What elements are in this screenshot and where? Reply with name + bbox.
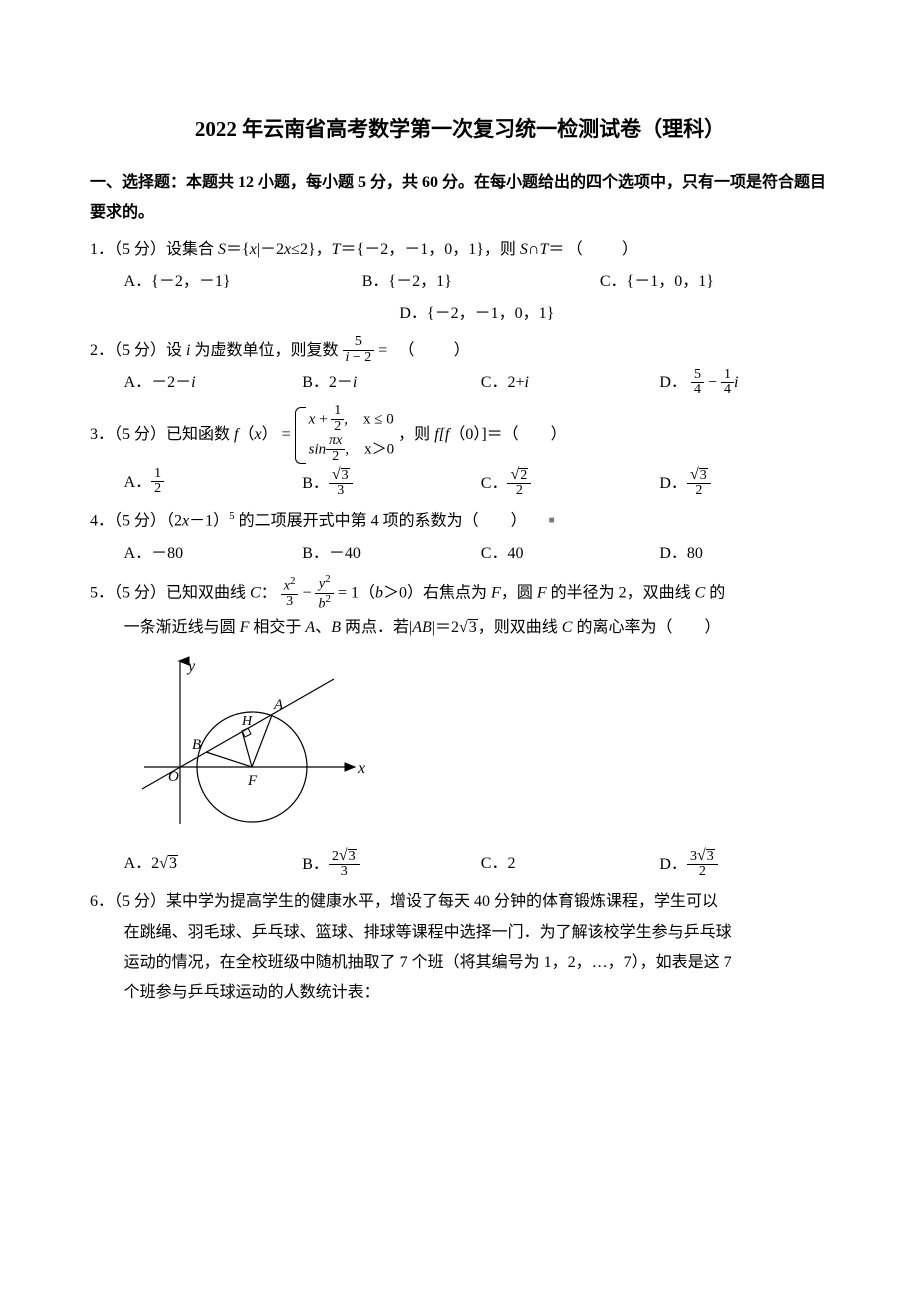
question-2: 2．（5 分）设 i 为虚数单位，则复数 5 i − 2 = （ ） A．－2－… (90, 336, 830, 399)
label-A: A (273, 697, 284, 713)
q6-line3: 运动的情况，在全校班级中随机抽取了 7 个班（将其编号为 1，2，…，7），如表… (90, 948, 830, 978)
q5-opt-d: D．3√32 (659, 849, 830, 881)
question-3: 3．（5 分）已知函数 f（x） = x + 12, x ≤ 0 sinπx2,… (90, 405, 830, 500)
dot-marker-icon: ■ (549, 511, 555, 530)
q6-line4: 个班参与乒乓球运动的人数统计表： (90, 978, 830, 1008)
question-5: 5．（5 分）已知双曲线 C： x23 − y2b2 = 1（b＞0）右焦点为 … (90, 575, 830, 881)
label-x: x (357, 760, 365, 777)
q5-stem-line1: 5．（5 分）已知双曲线 C： x23 − y2b2 = 1（b＞0）右焦点为 … (90, 575, 830, 613)
q6-line2: 在跳绳、羽毛球、乒乓球、篮球、排球等课程中选择一门．为了解该校学生参与乒乓球 (90, 918, 830, 948)
q1-opt-b: B．{－2，1} (362, 267, 592, 297)
q3-opt-d: D．√32 (659, 468, 830, 500)
q2-stem: 2．（5 分）设 i 为虚数单位，则复数 5 i − 2 = （ ） (90, 336, 830, 367)
q3-opt-c: C．√22 (481, 468, 652, 500)
q2-number: 2．（5 分） (90, 342, 166, 359)
q2-options: A．－2－i B．2－i C．2+i D． 54 − 14i (90, 368, 830, 399)
label-H: H (241, 714, 253, 729)
label-B: B (192, 737, 201, 753)
q3-options: A．12 B．√33 C．√22 D．√32 (90, 468, 830, 500)
q2-opt-b: B．2－i (302, 368, 473, 399)
label-O: O (168, 769, 179, 785)
q4-number: 4．（5 分） (90, 512, 166, 529)
q1-opt-a: A．{－2，－1} (124, 267, 354, 297)
q1-stem: 1．（5 分）设集合 S＝{x|­－2x≤2}，T＝{－2，－1，0，1}，则 … (90, 235, 830, 265)
q1-opt-c: C．{－1，0，1} (600, 267, 830, 297)
q5-opt-a: A．2√3 (124, 849, 295, 881)
q2-opt-a: A．－2－i (124, 368, 295, 399)
q4-opt-d: D．80 (659, 539, 830, 569)
label-F: F (247, 773, 258, 789)
hyperbola-diagram-icon: y x O F A B H (124, 649, 370, 833)
q4-opt-b: B．－40 (302, 539, 473, 569)
q4-opt-a: A．－80 (124, 539, 295, 569)
q3-opt-a: A．12 (124, 468, 295, 500)
q1-opt-d: D．{－2，－1，0，1} (399, 299, 554, 329)
q2-fraction: 5 i − 2 (343, 335, 375, 365)
q5-options: A．2√3 B．2√33 C．2 D．3√32 (90, 849, 830, 881)
q4-stem: 4．（5 分）（2x－1）5 的二项展开式中第 4 项的系数为（ ） ■ (90, 506, 830, 537)
q6-number: 6．（5 分） (90, 893, 166, 910)
question-1: 1．（5 分）设集合 S＝{x|­－2x≤2}，T＝{－2，－1，0，1}，则 … (90, 235, 830, 330)
q5-figure: y x O F A B H (90, 649, 830, 844)
q6-line1: 6．（5 分）某中学为提高学生的健康水平，增设了每天 40 分钟的体育锻炼课程，… (90, 887, 830, 917)
question-4: 4．（5 分）（2x－1）5 的二项展开式中第 4 项的系数为（ ） ■ A．－… (90, 506, 830, 569)
page-title: 2022 年云南省高考数学第一次复习统一检测试卷（理科） (90, 110, 830, 150)
q5-stem-line2: 一条渐近线与圆 F 相交于 A、B 两点．若|AB|＝2√3，则双曲线 C 的离… (90, 613, 830, 643)
q5-opt-c: C．2 (481, 849, 652, 881)
piecewise-icon: x + 12, x ≤ 0 sinπx2, x＞0 (295, 405, 395, 466)
q3-stem: 3．（5 分）已知函数 f（x） = x + 12, x ≤ 0 sinπx2,… (90, 405, 830, 466)
question-6: 6．（5 分）某中学为提高学生的健康水平，增设了每天 40 分钟的体育锻炼课程，… (90, 887, 830, 1009)
q1-number: 1．（5 分） (90, 241, 166, 258)
section-1-heading: 一、选择题：本题共 12 小题，每小题 5 分，共 60 分。在每小题给出的四个… (90, 168, 830, 229)
q2-opt-d: D． 54 − 14i (659, 368, 830, 399)
q5-number: 5．（5 分） (90, 585, 166, 602)
q4-options: A．－80 B．－40 C．40 D．80 (90, 539, 830, 569)
q1-options-row1: A．{－2，－1} B．{－2，1} C．{－1，0，1} (90, 267, 830, 297)
q5-opt-b: B．2√33 (302, 849, 473, 881)
q3-opt-b: B．√33 (302, 468, 473, 500)
label-y: y (186, 658, 196, 675)
q4-opt-c: C．40 (481, 539, 652, 569)
q2-opt-c: C．2+i (481, 368, 652, 399)
q3-number: 3．（5 分） (90, 426, 166, 443)
exam-page: 2022 年云南省高考数学第一次复习统一检测试卷（理科） 一、选择题：本题共 1… (0, 0, 920, 1302)
q1-options-row2: D．{－2，－1，0，1} (90, 299, 830, 329)
